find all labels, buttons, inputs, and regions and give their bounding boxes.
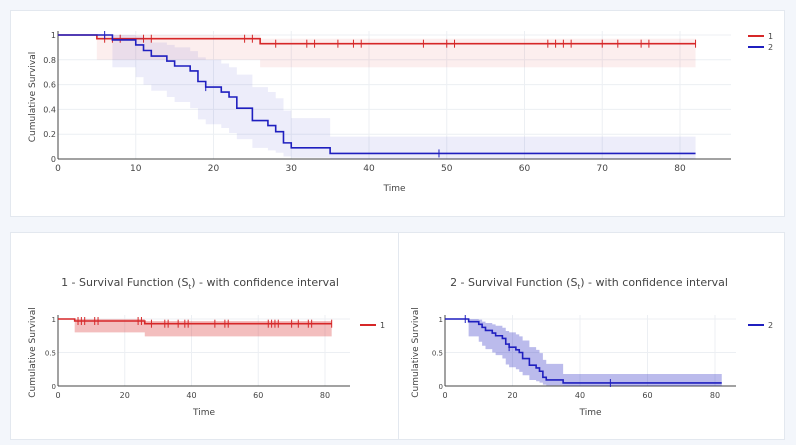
x-tick-label: 30 [286,164,298,174]
x-tick-label: 80 [674,164,686,174]
group2-chart-card [398,232,785,440]
x-axis-label: Time [578,408,601,418]
x-tick-label: 40 [575,391,585,400]
x-tick-label: 20 [208,164,220,174]
legend-label-2: 2 [768,321,773,330]
legend-label-1: 1 [768,32,773,41]
y-tick-label: 0.6 [43,81,56,90]
survival-line-2 [58,34,696,155]
confidence-band-2 [58,35,696,159]
y-tick-label: 0.5 [45,350,56,358]
chart-group1: 0 20 40 60 80 0 0.5 1 Time Cumulative Survival 1 -… [28,276,385,418]
x-tick-label: 80 [710,391,720,400]
x-tick-label: 40 [363,164,375,174]
y-tick-label: 1 [51,31,56,40]
y-tick-label: 0.4 [43,105,56,114]
y-tick-label: 1 [52,316,56,324]
x-tick-label: 60 [253,391,263,400]
confidence-band-2 [445,319,722,386]
x-tick-label: 20 [507,391,517,400]
x-tick-label: 0 [442,391,447,400]
x-tick-label: 0 [55,391,60,400]
y-tick-label: 0 [52,383,56,391]
group1-chart-card [10,232,400,440]
y-tick-label: 0.8 [43,56,56,65]
y-tick-label: 0.5 [432,350,443,358]
y-axis-label: Cumulative Survival [28,52,38,143]
chart-title: 2 - Survival Function (St) - with confid… [450,276,728,291]
x-tick-label: 70 [597,164,609,174]
x-tick-label: 10 [130,164,142,174]
x-axis-label: Time [382,184,405,194]
x-axis-label: Time [192,408,215,418]
x-tick-label: 60 [519,164,531,174]
y-tick-label: 0 [439,383,443,391]
x-tick-label: 60 [642,391,652,400]
legend-label-2: 2 [768,43,773,52]
y-axis-label: Cumulative Survival [411,307,421,398]
survival-line-1 [58,318,332,325]
chart-combined: 0 10 20 30 40 50 60 70 80 0 0.2 0.4 0.6 0.8 1 Time Cumul… [28,31,773,194]
x-tick-label: 20 [120,391,130,400]
x-tick-label: 80 [320,391,330,400]
survival-line-2 [445,318,722,384]
legend-label-1: 1 [380,321,385,330]
x-tick-label: 40 [186,391,196,400]
y-axis-label: Cumulative Survival [28,307,38,398]
chart-title: 1 - Survival Function (St) - with confid… [61,276,339,291]
y-tick-label: 0.2 [43,130,56,139]
y-tick-label: 1 [439,316,443,324]
y-tick-label: 0 [51,155,56,164]
x-tick-label: 0 [55,164,61,174]
x-tick-label: 50 [441,164,453,174]
chart-group2: 0 20 40 60 80 0 0.5 1 Time Cumulative Survival 2 -… [411,276,773,418]
